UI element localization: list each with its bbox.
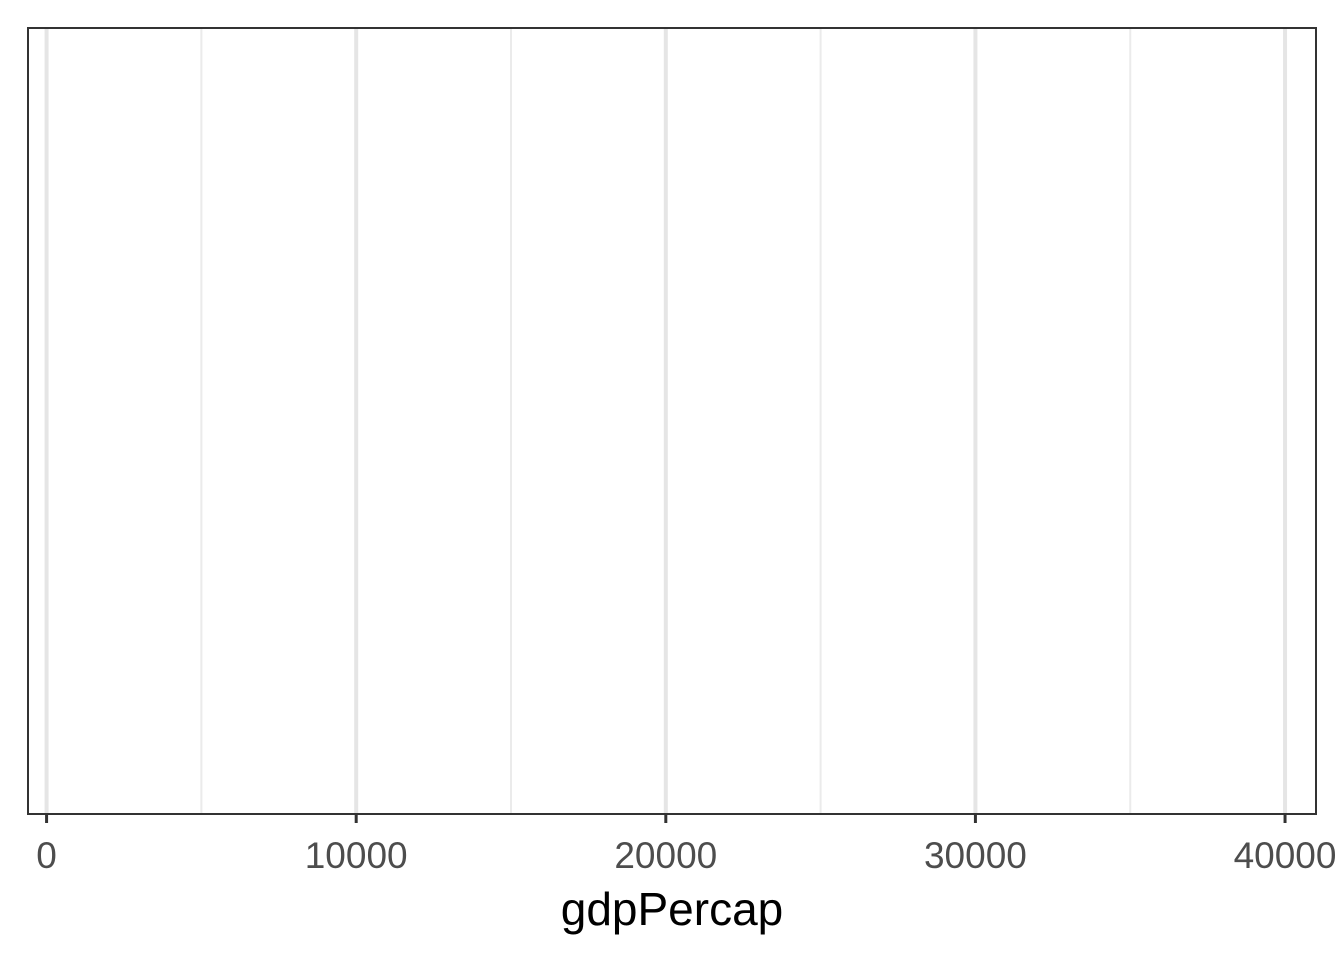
x-axis-tick-label: 30000 xyxy=(924,835,1027,876)
x-axis-tick-label: 10000 xyxy=(305,835,408,876)
panel-border xyxy=(27,27,1317,815)
x-axis-title: gdpPercap xyxy=(561,883,784,935)
x-axis-tick-labels: 0 10000 20000 30000 40000 xyxy=(36,835,1336,876)
x-axis-tick-label: 20000 xyxy=(614,835,717,876)
x-axis-ticks xyxy=(45,814,1287,823)
x-axis-tick-label: 0 xyxy=(36,835,57,876)
minor-grid xyxy=(200,28,1132,814)
x-axis-tick-label: 40000 xyxy=(1234,835,1337,876)
major-grid xyxy=(44,28,1288,814)
